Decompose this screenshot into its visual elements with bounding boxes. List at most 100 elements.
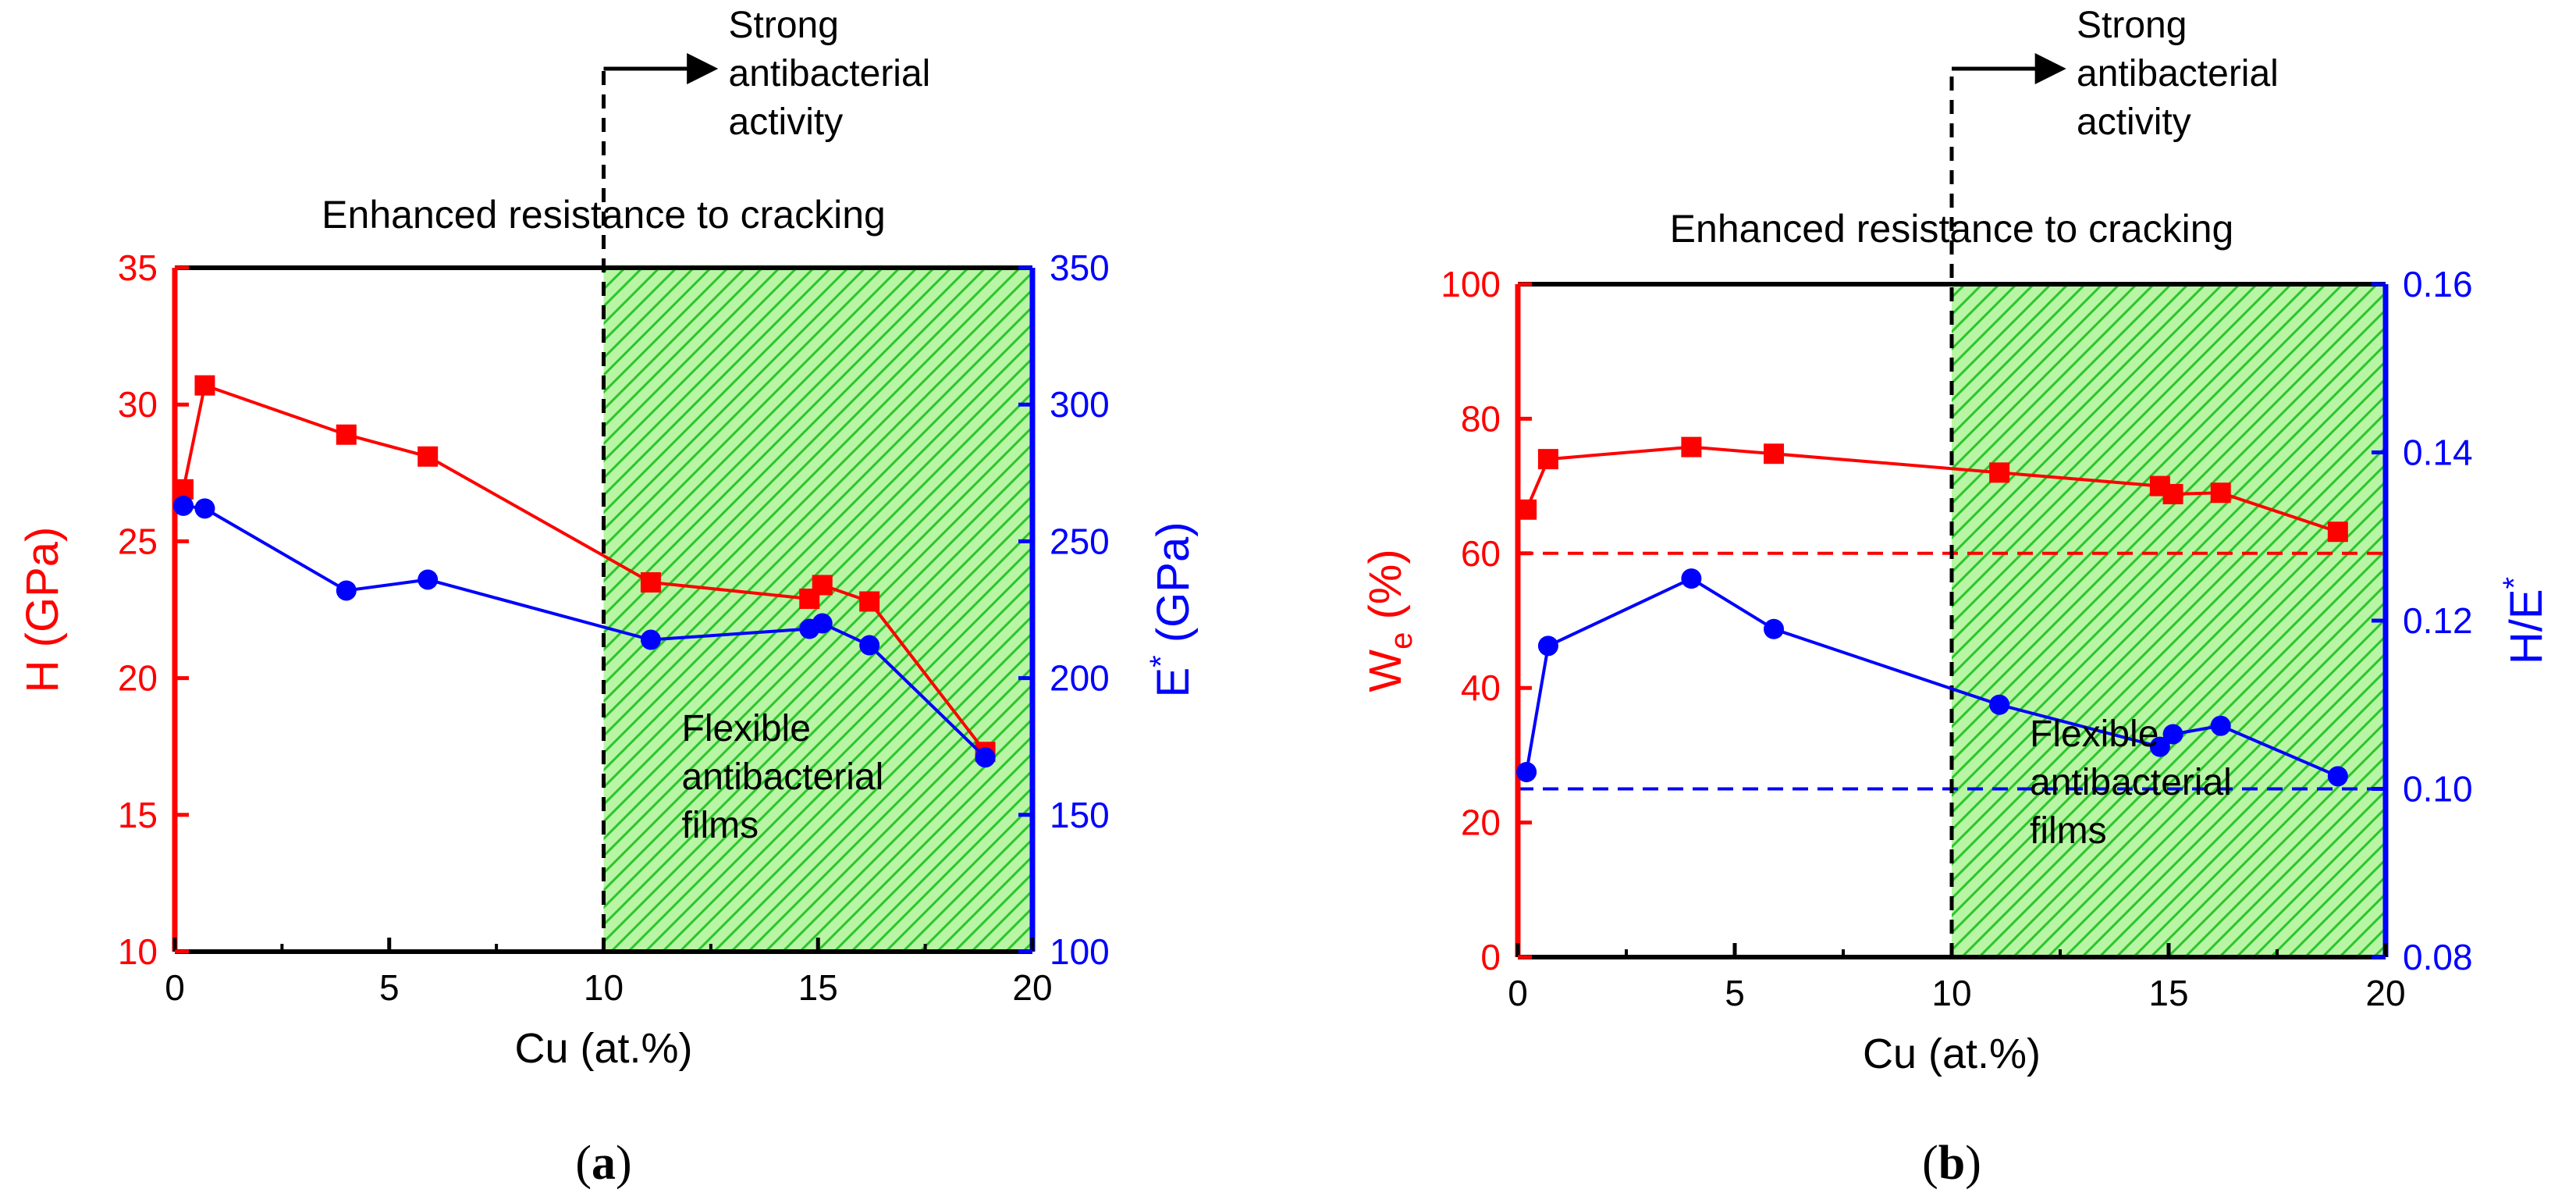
- y-left-axis-label-main: W: [1360, 650, 1411, 692]
- data-point-circle: [172, 495, 194, 516]
- y-left-tick-label: 35: [118, 247, 158, 288]
- y-right-tick-label: 350: [1050, 247, 1110, 288]
- data-point-square: [1764, 443, 1785, 465]
- y-right-axis-label: H/E*: [2497, 577, 2552, 664]
- data-point-circle: [336, 580, 357, 601]
- data-point-square: [336, 424, 357, 445]
- y-right-axis-label-sup: *: [1144, 655, 1178, 667]
- data-point-circle: [1989, 694, 2010, 715]
- panel-a: 0 5 10 15 20 10 15 20 25 30 35 100 150 200 250 300 350 Cu…: [17, 5, 1199, 1190]
- y-right-axis-label: E* (GPa): [1144, 521, 1199, 697]
- y-right-tick-label: 200: [1050, 658, 1110, 699]
- y-left-tick-label: 25: [118, 521, 158, 561]
- y-right-tick-label: 0.16: [2403, 264, 2473, 304]
- y-left-tick-label: 100: [1441, 264, 1501, 304]
- data-point-circle: [1764, 618, 1785, 639]
- data-point-circle: [1516, 761, 1537, 782]
- y-right-tick-label: 0.08: [2403, 937, 2473, 977]
- region-annotation-line: films: [682, 805, 759, 846]
- x-tick-label: 20: [1012, 967, 1052, 1008]
- data-point-square: [194, 375, 215, 396]
- y-left-tick-label: 15: [118, 795, 158, 835]
- data-point-square: [2327, 521, 2348, 543]
- data-point-square: [417, 446, 439, 467]
- data-point-square: [859, 591, 880, 612]
- region-annotation-line: Flexible: [2030, 714, 2159, 755]
- data-point-circle: [640, 629, 661, 650]
- top-annotation: Enhanced resistance to cracking: [322, 193, 886, 237]
- data-point-square: [1516, 499, 1537, 520]
- data-point-square: [1681, 436, 1702, 457]
- region-annotation-line: antibacterial: [682, 756, 884, 798]
- data-point-circle: [2162, 724, 2183, 745]
- y-right-tick-label: 0.14: [2403, 432, 2473, 473]
- data-point-circle: [1537, 635, 1558, 657]
- y-left-axis-label: We (%): [1360, 549, 1419, 692]
- top-annotation: Enhanced resistance to cracking: [1670, 207, 2234, 251]
- panel-label: (a): [575, 1137, 631, 1190]
- y-left-tick-label: 20: [1461, 803, 1501, 843]
- y-right-tick-label: 0.12: [2403, 600, 2473, 641]
- arrow-annotation-line: antibacterial: [729, 53, 931, 94]
- x-tick-label: 0: [165, 967, 185, 1008]
- y-right-axis-label-main: E: [1148, 667, 1199, 698]
- y-left-axis-label-rest: (%): [1360, 549, 1411, 632]
- y-right-axis-label-main: H/E: [2501, 589, 2552, 664]
- data-point-circle: [194, 498, 215, 519]
- y-right-tick-label: 0.10: [2403, 769, 2473, 810]
- data-point-circle: [2149, 736, 2170, 757]
- y-left-axis-label-sub: e: [1384, 632, 1419, 650]
- data-point-square: [2162, 483, 2183, 504]
- y-left-tick-label: 60: [1461, 533, 1501, 574]
- y-left-tick-label: 0: [1480, 937, 1501, 977]
- y-right-axis-label-sup: *: [2497, 577, 2532, 589]
- y-right-tick-label: 300: [1050, 384, 1110, 425]
- data-point-circle: [417, 569, 439, 590]
- region-annotation-line: films: [2030, 810, 2107, 852]
- y-left-tick-label: 10: [118, 931, 158, 972]
- data-point-square: [1537, 449, 1558, 470]
- data-point-square: [2210, 482, 2231, 504]
- x-tick-label: 5: [1725, 973, 1745, 1013]
- data-point-square: [1989, 462, 2010, 483]
- shaded-region: [1952, 284, 2386, 957]
- panel-label-open: (: [1922, 1137, 1938, 1190]
- x-tick-label: 5: [379, 967, 400, 1008]
- data-point-circle: [975, 747, 996, 768]
- panel-label-close: ): [1965, 1137, 1981, 1190]
- region-annotation-line: antibacterial: [2030, 762, 2232, 803]
- arrow-annotation-line: Strong: [729, 5, 839, 46]
- x-axis-label: Cu (at.%): [1863, 1030, 2041, 1077]
- data-point-circle: [2210, 715, 2231, 736]
- y-left-axis-label-main: H (GPa): [17, 527, 68, 693]
- x-tick-label: 15: [798, 967, 838, 1008]
- x-tick-label: 10: [1931, 973, 1971, 1013]
- x-axis-label: Cu (at.%): [514, 1025, 692, 1072]
- y-left-tick-label: 40: [1461, 667, 1501, 708]
- x-tick-label: 15: [2148, 973, 2188, 1013]
- y-left-tick-label: 20: [118, 658, 158, 699]
- panel-label-letter: b: [1938, 1137, 1965, 1190]
- panel-label-letter: a: [592, 1137, 616, 1190]
- x-tick-label: 20: [2365, 973, 2405, 1013]
- arrow-annotation-line: Strong: [2077, 5, 2187, 46]
- y-right-axis-label-rest: (GPa): [1148, 521, 1199, 655]
- data-point-circle: [859, 635, 880, 656]
- data-point-circle: [1681, 568, 1702, 589]
- y-right-tick-label: 150: [1050, 795, 1110, 835]
- data-point-circle: [812, 613, 833, 634]
- arrow-annotation-line: activity: [2077, 101, 2191, 143]
- data-point-square: [640, 571, 661, 593]
- arrow-annotation-line: antibacterial: [2077, 53, 2279, 94]
- y-right-tick-label: 100: [1050, 931, 1110, 972]
- region-annotation-line: Flexible: [682, 708, 811, 749]
- panel-label-open: (: [575, 1137, 592, 1190]
- data-point-circle: [2327, 766, 2348, 787]
- data-point-square: [812, 575, 833, 596]
- shaded-region: [603, 268, 1032, 952]
- y-left-tick-label: 80: [1461, 398, 1501, 439]
- y-left-tick-label: 30: [118, 384, 158, 425]
- panel-label-close: ): [616, 1137, 632, 1190]
- panel-b: 0 5 10 15 20 0 20 40 60 80 100 0.08 0.10 0.12 0.14 0.16…: [1360, 5, 2552, 1190]
